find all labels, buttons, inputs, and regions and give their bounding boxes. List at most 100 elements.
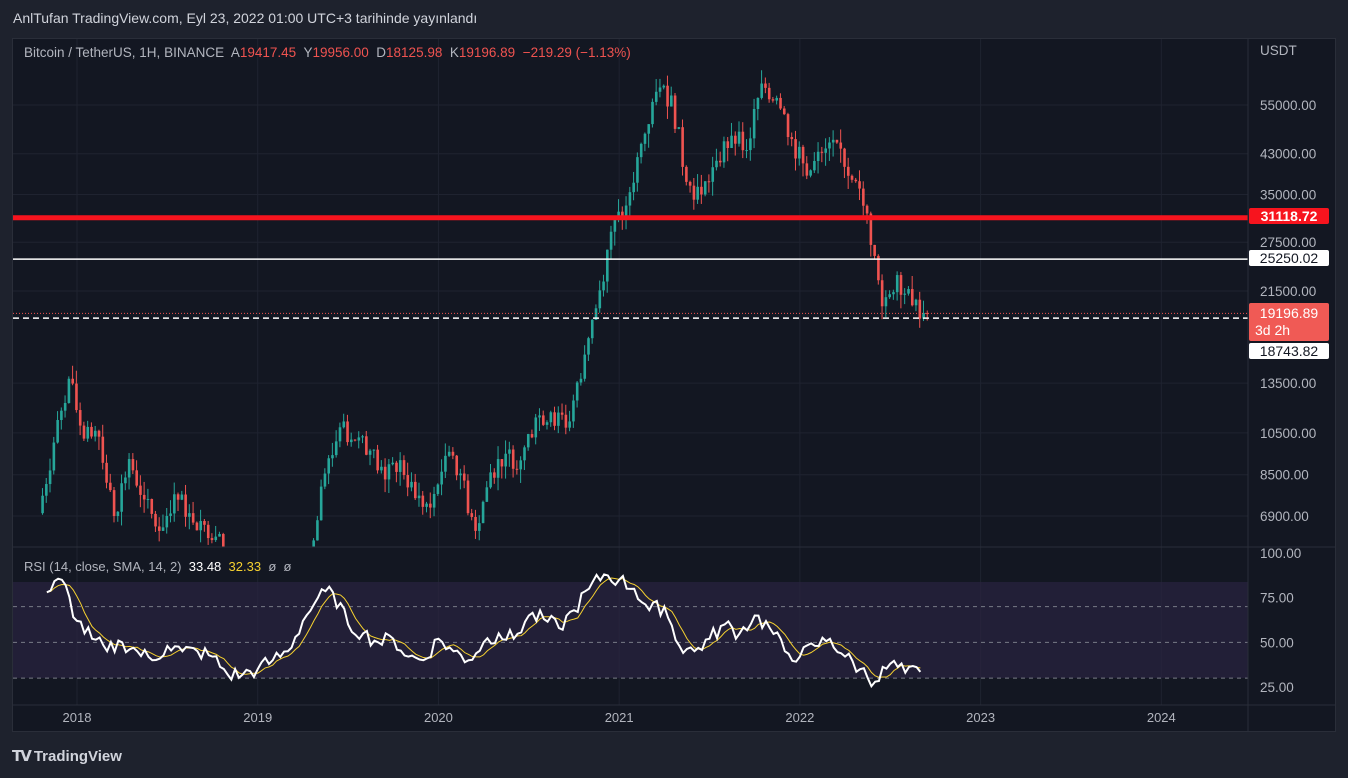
candle [756, 97, 760, 109]
candle [180, 494, 184, 500]
candle [553, 412, 556, 426]
candle [907, 289, 910, 294]
candle [410, 481, 413, 488]
candle [835, 139, 839, 143]
candle [681, 127, 684, 167]
candle [587, 338, 590, 355]
candle [786, 114, 790, 138]
candle [455, 455, 459, 476]
price-tick: 8500.00 [1260, 468, 1309, 483]
candle [846, 166, 850, 176]
candle [75, 383, 78, 411]
candle [511, 449, 515, 469]
candle [583, 354, 587, 379]
time-tick: 2023 [966, 710, 995, 725]
candle [391, 462, 395, 465]
candle [493, 472, 496, 478]
candle [372, 449, 376, 451]
candle [696, 186, 699, 200]
candle [677, 127, 681, 129]
low-value: 18125.98 [386, 45, 443, 60]
candle [869, 213, 873, 245]
level-tag-low: 18743.82 [1249, 343, 1329, 359]
candle [406, 475, 410, 488]
candle [711, 167, 715, 182]
high-value: 19956.00 [312, 45, 369, 60]
open-value: 19417.45 [239, 45, 297, 60]
candle [184, 494, 187, 517]
candle [48, 470, 52, 485]
candle [90, 426, 93, 437]
currency-label: USDT [1260, 43, 1297, 58]
last-price-tag: 19196.89 3d 2h [1249, 303, 1329, 341]
candle [590, 319, 594, 339]
candle [613, 218, 617, 232]
rsi-extra-2: ø [283, 559, 292, 574]
candle [741, 131, 745, 151]
logo-text: TradingView [33, 747, 122, 765]
candle [910, 289, 914, 306]
candle [45, 484, 48, 496]
candle [858, 181, 861, 189]
candle [154, 513, 157, 527]
candle [764, 83, 767, 88]
rsi-title[interactable]: RSI (14, close, SMA, 14, 2) [24, 559, 182, 574]
candle [222, 534, 225, 547]
candle [730, 135, 733, 149]
candle [316, 520, 319, 541]
candle [880, 280, 884, 307]
candle [892, 292, 895, 295]
candle [350, 439, 353, 443]
candle [598, 290, 602, 309]
rsi-tick: 75.00 [1260, 591, 1294, 606]
candle [368, 450, 372, 455]
candle [843, 148, 846, 167]
candle [361, 436, 364, 438]
candle [387, 464, 391, 480]
candle [670, 95, 673, 107]
candle [926, 313, 929, 315]
bar-countdown: 3d 2h [1255, 322, 1291, 338]
candle [338, 427, 342, 442]
symbol-name[interactable]: Bitcoin / TetherUS, 1H, BINANCE [24, 45, 225, 60]
candle [647, 124, 651, 134]
candle [542, 415, 545, 425]
candle [782, 108, 786, 115]
candle [831, 139, 835, 143]
candle [447, 451, 451, 456]
candle [602, 281, 605, 291]
candle [124, 477, 127, 484]
candle [673, 95, 677, 129]
candle [78, 410, 82, 426]
candle [312, 540, 315, 547]
candle [534, 417, 538, 438]
tradingview-logo[interactable]: 𝗧𝗩 TradingView [12, 747, 122, 766]
candle [346, 421, 349, 443]
rsi-tick: 50.00 [1260, 635, 1294, 650]
candle [327, 458, 331, 474]
candle [666, 85, 669, 107]
candle [365, 436, 368, 455]
candle [474, 516, 477, 531]
candle [700, 186, 703, 195]
candle [824, 148, 827, 153]
candle [466, 480, 470, 514]
rsi-extra-1: ø [268, 559, 277, 574]
candle [383, 466, 387, 480]
price-tick: 6900.00 [1260, 509, 1309, 524]
candle [594, 308, 598, 320]
high-label: Y [303, 45, 313, 60]
candle [903, 293, 907, 295]
time-tick: 2019 [243, 710, 272, 725]
candle [564, 414, 568, 428]
time-tick: 2018 [63, 710, 92, 725]
candle [779, 97, 782, 109]
price-tick: 21500.00 [1260, 284, 1316, 299]
candle [545, 422, 549, 425]
candle [801, 146, 805, 164]
candle [922, 313, 925, 319]
candle [715, 160, 718, 168]
price-tick: 43000.00 [1260, 147, 1316, 162]
candle [560, 412, 564, 415]
